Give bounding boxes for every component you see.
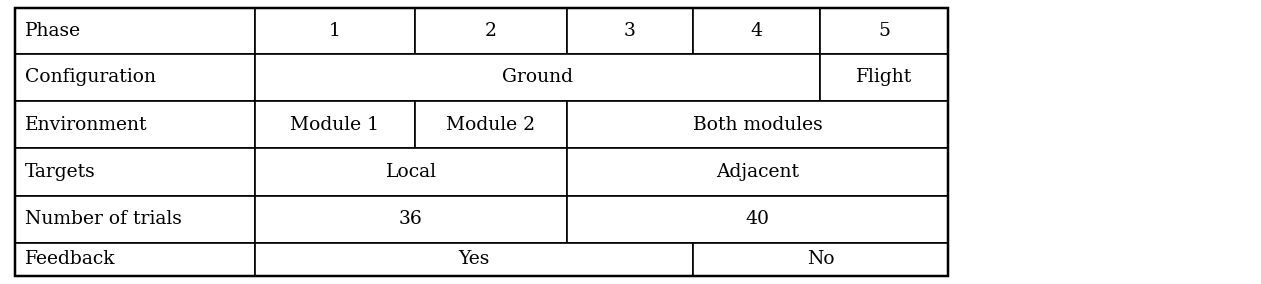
Bar bbox=[15, 196, 255, 243]
Bar bbox=[415, 101, 567, 148]
Bar bbox=[255, 196, 567, 243]
Bar bbox=[15, 54, 255, 101]
Text: Feedback: Feedback bbox=[25, 250, 115, 268]
Text: Flight: Flight bbox=[856, 68, 912, 87]
Bar bbox=[15, 101, 255, 148]
Text: Both modules: Both modules bbox=[692, 116, 822, 133]
Text: Module 1: Module 1 bbox=[290, 116, 380, 133]
Bar bbox=[15, 8, 948, 276]
Text: 1: 1 bbox=[329, 22, 340, 40]
Bar bbox=[255, 54, 820, 101]
Bar bbox=[255, 148, 567, 196]
Bar bbox=[820, 8, 948, 54]
Bar bbox=[567, 196, 948, 243]
Bar bbox=[694, 8, 820, 54]
Text: Number of trials: Number of trials bbox=[25, 210, 182, 229]
Text: Targets: Targets bbox=[25, 163, 96, 181]
Bar bbox=[694, 243, 948, 276]
Bar bbox=[415, 8, 567, 54]
Bar bbox=[255, 101, 415, 148]
Bar bbox=[567, 101, 948, 148]
Text: Configuration: Configuration bbox=[25, 68, 155, 87]
Text: Phase: Phase bbox=[25, 22, 81, 40]
Text: 2: 2 bbox=[485, 22, 497, 40]
Text: Yes: Yes bbox=[458, 250, 489, 268]
Text: No: No bbox=[807, 250, 835, 268]
Text: Ground: Ground bbox=[502, 68, 572, 87]
Bar bbox=[15, 148, 255, 196]
Bar bbox=[820, 54, 948, 101]
Text: Adjacent: Adjacent bbox=[716, 163, 799, 181]
Text: 3: 3 bbox=[624, 22, 636, 40]
Bar bbox=[255, 8, 415, 54]
Bar bbox=[15, 8, 255, 54]
Text: Environment: Environment bbox=[25, 116, 148, 133]
Text: 36: 36 bbox=[400, 210, 422, 229]
Text: Module 2: Module 2 bbox=[446, 116, 536, 133]
Bar bbox=[15, 243, 255, 276]
Text: 5: 5 bbox=[878, 22, 890, 40]
Bar bbox=[567, 148, 948, 196]
Bar bbox=[567, 8, 694, 54]
Text: 4: 4 bbox=[750, 22, 763, 40]
Text: 40: 40 bbox=[745, 210, 769, 229]
Text: Local: Local bbox=[386, 163, 436, 181]
Bar bbox=[255, 243, 694, 276]
